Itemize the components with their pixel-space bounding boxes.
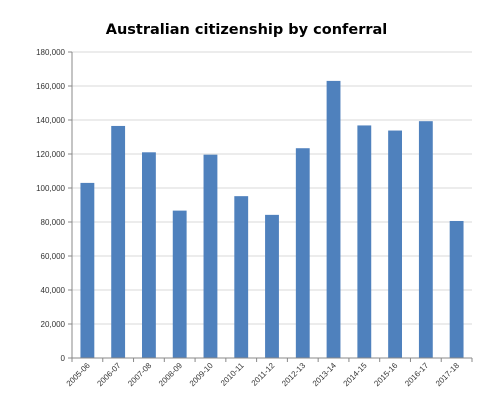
x-tick-label: 2013-14 bbox=[311, 361, 339, 389]
bar-2016-17 bbox=[418, 121, 433, 358]
y-tick-label: 40,000 bbox=[41, 286, 66, 295]
y-tick-label: 180,000 bbox=[36, 48, 65, 57]
y-tick-label: 0 bbox=[61, 354, 66, 363]
x-tick-label: 2015-16 bbox=[372, 361, 400, 389]
bar-2017-18 bbox=[449, 220, 464, 358]
bar-2010-11 bbox=[234, 196, 249, 358]
bar-2009-10 bbox=[203, 154, 218, 358]
x-tick-label: 2010-11 bbox=[219, 361, 246, 388]
bar-2012-13 bbox=[295, 148, 310, 358]
y-tick-label: 120,000 bbox=[36, 150, 65, 159]
y-tick-label: 160,000 bbox=[36, 82, 65, 91]
bar-2005-06 bbox=[80, 182, 95, 358]
x-tick-label: 2017-18 bbox=[434, 361, 462, 389]
bars bbox=[80, 80, 464, 359]
bar-2011-12 bbox=[265, 214, 279, 358]
x-tick-label: 2014-15 bbox=[342, 361, 370, 389]
x-tick-label: 2007-08 bbox=[126, 361, 154, 389]
y-tick-labels: 0 20,000 40,000 60,000 80,000 100,000 120,000 1… bbox=[36, 48, 65, 363]
x-tick-label: 2016-17 bbox=[403, 361, 431, 389]
bar-2014-15 bbox=[357, 125, 372, 358]
x-tick-label: 2009-10 bbox=[188, 361, 216, 389]
axes bbox=[68, 51, 473, 362]
bar-2015-16 bbox=[388, 130, 402, 358]
bar-2013-14 bbox=[326, 80, 341, 359]
bar-2007-08 bbox=[142, 152, 156, 358]
bar-2008-09 bbox=[172, 210, 187, 358]
y-tick-label: 140,000 bbox=[36, 116, 65, 125]
y-tick-label: 20,000 bbox=[41, 320, 66, 329]
x-tick-labels: 2005-06 2006-07 2007-08 2008-09 2009-10 2010-… bbox=[65, 361, 462, 389]
x-tick-label: 2008-09 bbox=[157, 361, 185, 389]
y-tick-label: 80,000 bbox=[41, 218, 66, 227]
bar-2006-07 bbox=[111, 125, 126, 358]
x-tick-label: 2005-06 bbox=[65, 361, 93, 389]
x-tick-label: 2011-12 bbox=[250, 361, 277, 388]
y-tick-label: 100,000 bbox=[36, 184, 65, 193]
chart-title: Australian citizenship by conferral bbox=[105, 22, 388, 38]
x-tick-label: 2012-13 bbox=[280, 361, 308, 389]
y-tick-label: 60,000 bbox=[41, 252, 66, 261]
x-tick-label: 2006-07 bbox=[95, 361, 123, 389]
